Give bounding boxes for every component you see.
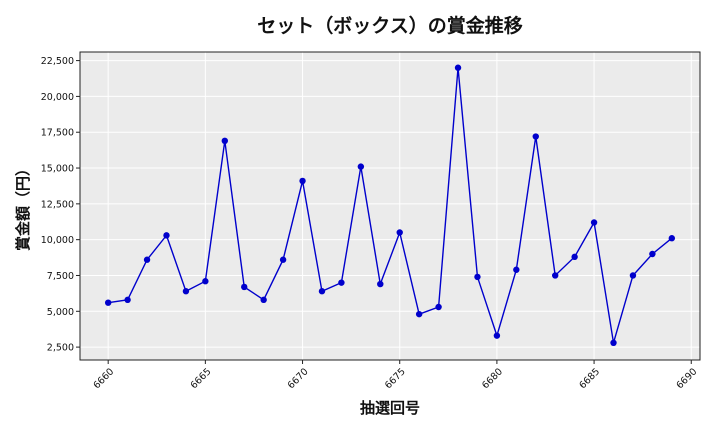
data-point [221,137,228,145]
data-point [590,219,598,226]
data-point [163,232,170,239]
data-point [318,288,326,295]
data-point [513,266,520,273]
plot-area [80,52,700,360]
data-point [104,299,112,306]
data-point [610,339,617,347]
data-point [377,280,384,288]
data-point [552,272,559,279]
data-point [279,256,287,263]
x-tick-label: 6670 [286,366,311,391]
data-point [474,273,481,281]
data-point [532,133,539,140]
y-tick-label: 5,000 [47,307,74,318]
series-line [108,67,673,344]
plot-frame [79,51,701,361]
data-point [415,310,423,318]
data-point [143,256,151,263]
x-tick-label: 6685 [577,366,602,391]
data-point [493,332,501,339]
x-tick-label: 6665 [189,366,214,391]
x-tick-label: 6675 [383,366,408,391]
x-tick-label: 6660 [91,366,116,391]
data-point [649,250,656,258]
y-tick-label: 10,000 [41,235,74,246]
data-point [202,278,209,285]
data-point [435,303,442,311]
data-point [182,288,190,295]
data-point [299,177,306,185]
data-series [104,64,676,347]
y-tick-label: 15,000 [41,164,74,175]
x-tick-label: 6680 [480,366,505,391]
data-point [124,296,131,304]
data-point [629,272,637,279]
data-point [338,279,345,286]
y-tick-label: 20,000 [41,92,74,103]
y-axis-label: 賞金額（円） [14,161,32,251]
data-point [454,64,462,71]
data-point [260,296,267,304]
data-point [668,235,676,242]
x-tick-label: 6690 [674,366,699,391]
y-tick-label: 17,500 [41,128,74,139]
y-tick-label: 22,500 [41,56,74,67]
data-point [241,283,248,291]
x-axis-label: 抽選回号 [360,399,420,417]
chart-title: セット（ボックス）の賞金推移 [257,14,522,37]
y-tick-label: 7,500 [47,271,74,282]
data-point [571,253,578,261]
data-point [396,229,403,236]
y-tick-label: 12,500 [41,199,74,210]
data-point [357,163,365,170]
y-tick-label: 2,500 [47,343,74,354]
grid [80,52,700,360]
